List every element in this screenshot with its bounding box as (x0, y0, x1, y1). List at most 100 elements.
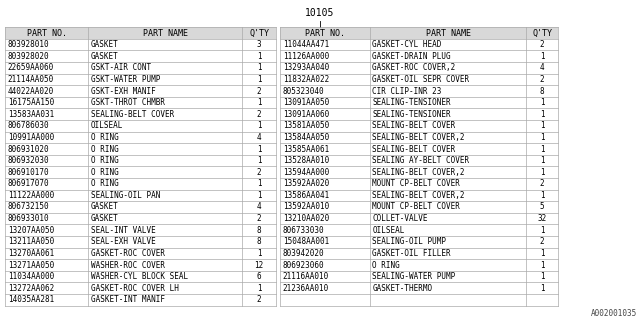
Text: O RING: O RING (91, 156, 118, 165)
Text: 12: 12 (255, 260, 264, 269)
Bar (5, 132, 276, 143)
Bar (280, 201, 558, 213)
Text: SEALING-BELT COVER: SEALING-BELT COVER (372, 121, 456, 130)
Text: 2: 2 (257, 110, 262, 119)
Text: 21114AA050: 21114AA050 (8, 75, 54, 84)
Bar (5, 178, 276, 189)
Text: GASKET: GASKET (91, 40, 118, 49)
Text: 1: 1 (257, 191, 262, 200)
Text: 21236AA010: 21236AA010 (283, 284, 329, 293)
Text: 1: 1 (540, 191, 545, 200)
Bar (280, 27, 558, 39)
Bar (5, 39, 276, 50)
Text: 5: 5 (540, 203, 545, 212)
Text: SEALING-BELT COVER,2: SEALING-BELT COVER,2 (372, 168, 465, 177)
Text: 13528AA010: 13528AA010 (283, 156, 329, 165)
Text: 10105: 10105 (305, 8, 335, 18)
Text: SEALING-WATER PUMP: SEALING-WATER PUMP (372, 272, 456, 281)
Text: 4: 4 (540, 63, 545, 72)
Text: SEAL-EXH VALVE: SEAL-EXH VALVE (91, 237, 156, 246)
Text: O RING: O RING (91, 179, 118, 188)
Bar (280, 97, 558, 108)
Text: 1: 1 (540, 52, 545, 61)
Text: 13091AA060: 13091AA060 (283, 110, 329, 119)
Text: 1: 1 (540, 98, 545, 107)
Text: WASHER-CYL BLOCK SEAL: WASHER-CYL BLOCK SEAL (91, 272, 188, 281)
Bar (280, 282, 558, 294)
Text: 4: 4 (257, 133, 262, 142)
Bar (5, 27, 276, 39)
Text: A002001035: A002001035 (591, 309, 637, 318)
Bar (5, 155, 276, 166)
Text: Q'TY: Q'TY (532, 28, 552, 37)
Text: 1: 1 (540, 133, 545, 142)
Text: 1: 1 (540, 249, 545, 258)
Text: GASKET-ROC COVER: GASKET-ROC COVER (91, 249, 165, 258)
Text: 2: 2 (540, 75, 545, 84)
Text: 1: 1 (540, 121, 545, 130)
Text: Q'TY: Q'TY (249, 28, 269, 37)
Text: O RING: O RING (91, 145, 118, 154)
Bar (5, 189, 276, 201)
Text: 1: 1 (540, 110, 545, 119)
Bar (280, 248, 558, 259)
Text: 806910170: 806910170 (8, 168, 49, 177)
Text: GSKT-WATER PUMP: GSKT-WATER PUMP (91, 75, 160, 84)
Text: 11034AA000: 11034AA000 (8, 272, 54, 281)
Text: 806923060: 806923060 (283, 260, 324, 269)
Bar (5, 236, 276, 248)
Text: 1: 1 (540, 284, 545, 293)
Text: 13272AA062: 13272AA062 (8, 284, 54, 293)
Text: 1: 1 (257, 75, 262, 84)
Text: PART NO.: PART NO. (27, 28, 67, 37)
Text: GSKT-THROT CHMBR: GSKT-THROT CHMBR (91, 98, 165, 107)
Text: O RING: O RING (91, 168, 118, 177)
Text: 13581AA050: 13581AA050 (283, 121, 329, 130)
Text: GSKT-EXH MANIF: GSKT-EXH MANIF (91, 86, 156, 95)
Text: GSKT-AIR CONT: GSKT-AIR CONT (91, 63, 151, 72)
Text: 806786030: 806786030 (8, 121, 49, 130)
Text: 1: 1 (257, 249, 262, 258)
Text: 803928010: 803928010 (8, 40, 49, 49)
Text: GASKET-ROC COVER LH: GASKET-ROC COVER LH (91, 284, 179, 293)
Text: SEALING-TENSIONER: SEALING-TENSIONER (372, 98, 451, 107)
Text: 2: 2 (540, 179, 545, 188)
Bar (280, 143, 558, 155)
Text: 14035AA281: 14035AA281 (8, 295, 54, 304)
Text: OILSEAL: OILSEAL (372, 226, 405, 235)
Bar (280, 120, 558, 132)
Text: 11126AA000: 11126AA000 (283, 52, 329, 61)
Bar (5, 271, 276, 282)
Text: MOUNT CP-BELT COVER: MOUNT CP-BELT COVER (372, 203, 460, 212)
Text: SEALING-BELT COVER,2: SEALING-BELT COVER,2 (372, 191, 465, 200)
Text: 1: 1 (257, 284, 262, 293)
Text: 1: 1 (540, 272, 545, 281)
Bar (5, 50, 276, 62)
Text: 2: 2 (257, 214, 262, 223)
Bar (280, 213, 558, 224)
Text: GASKET-INT MANIF: GASKET-INT MANIF (91, 295, 165, 304)
Text: 11044AA471: 11044AA471 (283, 40, 329, 49)
Bar (280, 224, 558, 236)
Text: MOUNT CP-BELT COVER: MOUNT CP-BELT COVER (372, 179, 460, 188)
Text: 806917070: 806917070 (8, 179, 49, 188)
Bar (280, 39, 558, 50)
Text: 806932030: 806932030 (8, 156, 49, 165)
Bar (280, 155, 558, 166)
Text: SEAL-INT VALVE: SEAL-INT VALVE (91, 226, 156, 235)
Text: PART NAME: PART NAME (143, 28, 188, 37)
Bar (5, 282, 276, 294)
Text: 13293AA040: 13293AA040 (283, 63, 329, 72)
Text: WASHER-ROC COVER: WASHER-ROC COVER (91, 260, 165, 269)
Text: 13270AA061: 13270AA061 (8, 249, 54, 258)
Text: 22659AA060: 22659AA060 (8, 63, 54, 72)
Bar (5, 294, 276, 306)
Text: 806733030: 806733030 (283, 226, 324, 235)
Text: SEALING AY-BELT COVER: SEALING AY-BELT COVER (372, 156, 470, 165)
Text: 13584AA050: 13584AA050 (283, 133, 329, 142)
Text: 806931020: 806931020 (8, 145, 49, 154)
Text: 806933010: 806933010 (8, 214, 49, 223)
Bar (5, 259, 276, 271)
Text: 4: 4 (257, 203, 262, 212)
Bar (280, 294, 558, 306)
